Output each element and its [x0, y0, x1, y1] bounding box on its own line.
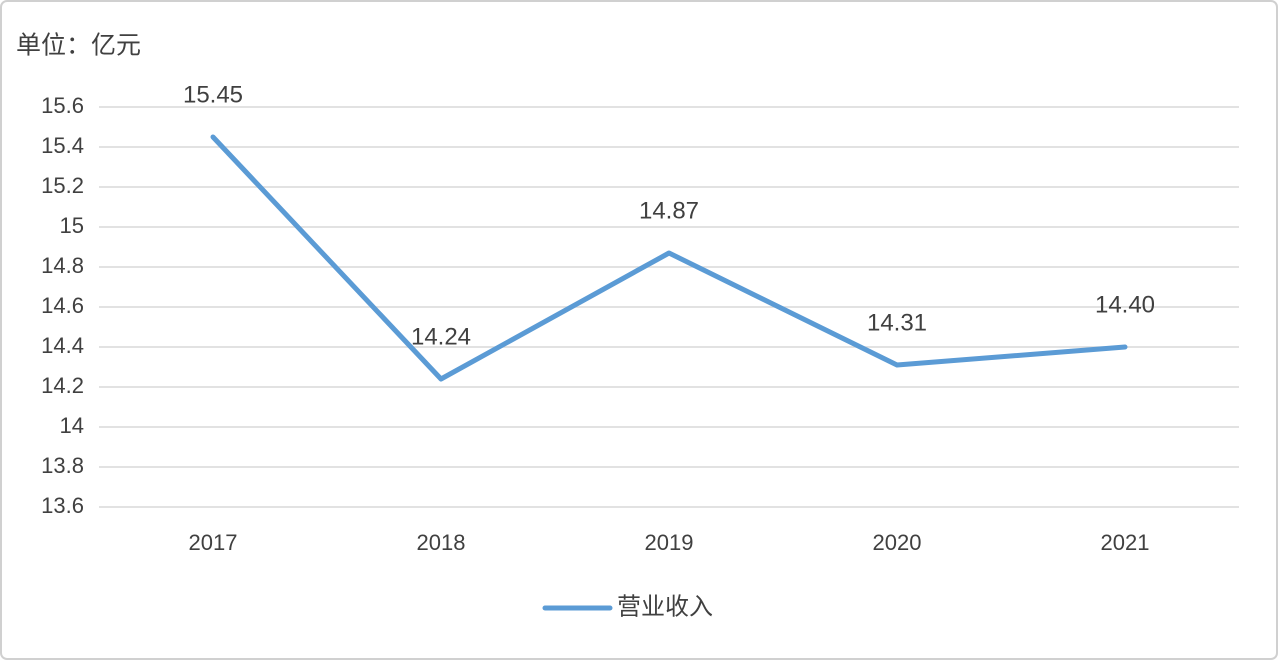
x-tick-label: 2019: [645, 530, 694, 555]
data-label: 14.87: [639, 197, 699, 224]
y-tick-label: 15.4: [41, 133, 84, 158]
x-tick-label: 2020: [873, 530, 922, 555]
data-label: 14.31: [867, 309, 927, 336]
x-tick-label: 2021: [1101, 530, 1150, 555]
y-tick-label: 13.8: [41, 453, 84, 478]
x-tick-label: 2018: [417, 530, 466, 555]
x-tick-label: 2017: [189, 530, 238, 555]
y-tick-label: 15.6: [41, 93, 84, 118]
y-tick-label: 14.6: [41, 293, 84, 318]
y-tick-label: 14.2: [41, 373, 84, 398]
data-label: 14.40: [1095, 291, 1155, 318]
y-tick-label: 13.6: [41, 493, 84, 518]
data-label: 15.45: [183, 81, 243, 108]
y-tick-label: 14.4: [41, 333, 84, 358]
y-axis-label: 单位：亿元: [16, 32, 141, 60]
data-label: 14.24: [411, 323, 471, 350]
y-tick-label: 14: [60, 413, 84, 438]
y-tick-label: 14.8: [41, 253, 84, 278]
legend-label: 营业收入: [617, 593, 713, 620]
y-tick-label: 15: [60, 213, 84, 238]
line: [210, 134, 1128, 382]
y-tick-label: 15.2: [41, 173, 84, 198]
